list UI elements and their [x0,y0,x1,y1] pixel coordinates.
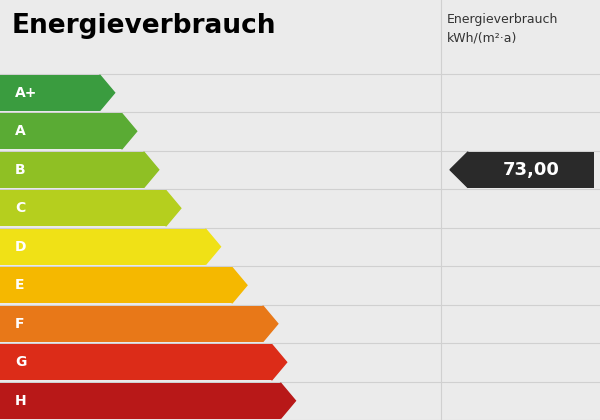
Text: C: C [15,201,25,215]
Text: E: E [15,278,25,292]
Bar [468,152,594,188]
Polygon shape [166,190,181,226]
Text: A: A [15,124,26,138]
Bar [0,306,263,341]
Polygon shape [450,152,468,188]
Text: A+: A+ [15,86,37,100]
Text: D: D [15,240,26,254]
Bar [0,383,280,419]
Text: Energieverbrauch: Energieverbrauch [12,13,277,39]
Polygon shape [232,268,247,303]
Bar [0,344,272,380]
Text: H: H [15,394,26,408]
Text: B: B [15,163,26,177]
Bar [0,190,166,226]
Polygon shape [263,306,278,341]
Polygon shape [100,75,115,110]
Polygon shape [144,152,159,188]
Text: F: F [15,317,25,331]
Polygon shape [205,229,221,265]
Polygon shape [272,344,287,380]
Text: G: G [15,355,26,369]
Text: 73,00: 73,00 [503,161,559,179]
Bar [0,229,205,265]
Bar [0,152,144,188]
Bar [0,75,100,110]
Text: Energieverbrauch
kWh/(m²·a): Energieverbrauch kWh/(m²·a) [447,13,559,44]
Bar [0,268,232,303]
Bar [0,113,122,149]
Polygon shape [280,383,295,419]
Polygon shape [122,113,137,149]
